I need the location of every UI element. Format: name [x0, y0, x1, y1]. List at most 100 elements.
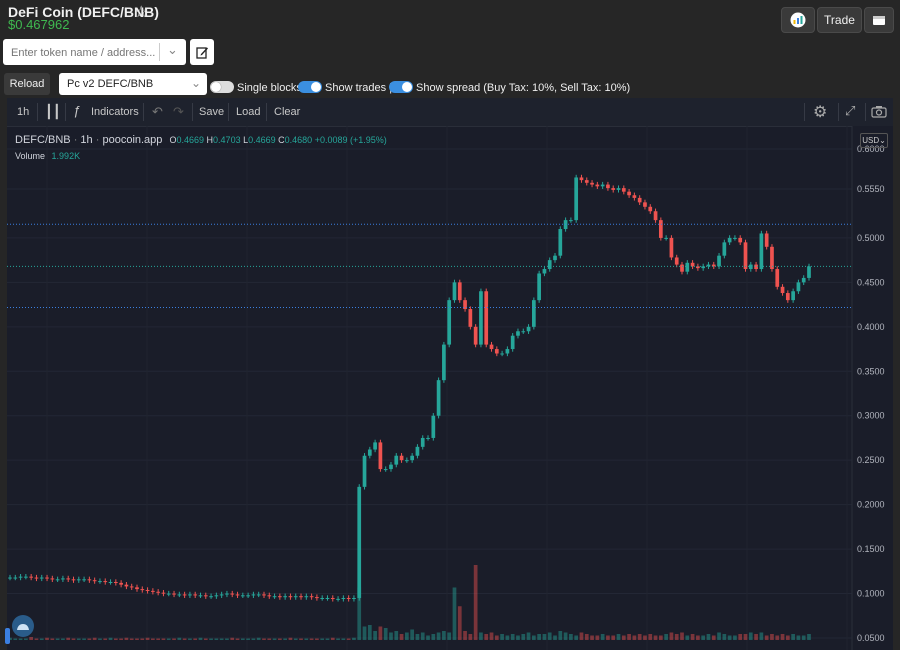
legend-source: poocoin.app [102, 134, 163, 146]
candle [807, 266, 811, 278]
legend-change: +0.0089 (+1.95%) [314, 135, 387, 145]
y-tick-label: 0.1000 [857, 589, 885, 599]
candle [627, 191, 631, 196]
volume-bar [240, 638, 245, 640]
token-search[interactable]: ⌄ [3, 39, 186, 65]
chart-toggle-button[interactable] [781, 7, 815, 33]
volume-bar [722, 634, 727, 640]
volume-bar [124, 637, 129, 640]
tradingview-logo-icon[interactable] [12, 615, 34, 637]
redo-icon[interactable]: ↷ [173, 104, 184, 119]
interval-button[interactable]: 1h [17, 106, 30, 118]
volume-bar [203, 638, 208, 640]
volume-bar [685, 635, 690, 640]
candle [653, 211, 658, 221]
volume-bar [764, 635, 769, 640]
settings-gear-icon[interactable]: ⚙ [813, 104, 828, 121]
chart-toolbar: 1h ┃┃ ƒ Indicators ↶ ↷ Save Load Clear ⚙… [7, 98, 893, 127]
favorite-star-icon[interactable]: ☆ [134, 4, 149, 21]
candle [574, 177, 579, 221]
reload-button[interactable]: Reload [4, 73, 50, 95]
volume-bar [336, 638, 340, 640]
candle [727, 237, 732, 243]
candle [537, 273, 541, 301]
volume-bar [738, 634, 743, 640]
candle [569, 220, 573, 222]
save-button[interactable]: Save [199, 106, 225, 118]
volume-bar [71, 638, 76, 640]
camera-icon[interactable] [871, 105, 887, 118]
volume-bar [775, 635, 780, 640]
candle-type-icon[interactable]: ┃┃ [45, 104, 61, 119]
clear-button[interactable]: Clear [274, 106, 301, 118]
candle [664, 237, 668, 239]
candle [579, 177, 584, 181]
toggle-show-trades[interactable] [298, 81, 322, 93]
candle [383, 469, 388, 471]
volume-bar [18, 638, 23, 640]
chevron-down-icon[interactable]: ⌄ [167, 42, 178, 57]
legend-symbol: DEFC/BNB [15, 134, 71, 146]
volume-bar [743, 634, 748, 640]
volume-bar [278, 638, 282, 640]
toggle-show-trades-label: Show trades | [325, 82, 393, 94]
y-tick-label: 0.3500 [857, 366, 885, 376]
y-tick-label: 0.2000 [857, 500, 885, 510]
volume-bar [209, 638, 213, 640]
toolbar-divider [192, 103, 193, 121]
candle [696, 266, 700, 269]
toolbar-divider [143, 103, 144, 121]
volume-bar [166, 638, 171, 640]
indicators-button[interactable]: Indicators [91, 106, 139, 118]
candle [542, 269, 547, 274]
volume-bar [39, 638, 44, 640]
toolbar-divider [65, 103, 66, 121]
volume-bar [330, 637, 335, 640]
candle [315, 597, 319, 599]
volume-bar [219, 638, 224, 640]
load-button[interactable]: Load [236, 106, 261, 118]
indicators-icon[interactable]: ƒ [73, 103, 81, 118]
candle [378, 442, 383, 470]
volume-bar [420, 632, 425, 640]
volume-bar [246, 638, 250, 640]
candle [193, 594, 198, 596]
candle [553, 255, 557, 261]
candle [151, 590, 155, 592]
scroll-handle[interactable] [5, 628, 10, 644]
candlestick-plot[interactable]: 0.51540.46800.4217 0.60000.55500.50000.4… [7, 126, 893, 650]
pair-select[interactable]: Pc v2 DEFC/BNB ⌄ [59, 73, 207, 95]
candle [113, 581, 118, 583]
grid-lines [7, 126, 852, 650]
wallet-button[interactable] [864, 7, 894, 33]
token-title: DeFi Coin (DEFC/BNB) [8, 4, 159, 20]
volume-bar [711, 635, 716, 640]
fullscreen-icon[interactable]: ⤢ [845, 103, 856, 118]
volume-bar [182, 638, 187, 640]
candle [124, 584, 129, 587]
legend-close: 0.4680 [284, 135, 313, 145]
volume-bar [309, 638, 314, 640]
toggle-show-spread[interactable] [389, 81, 413, 93]
candle [108, 581, 113, 583]
volume-bar [267, 638, 272, 640]
legend-open: 0.4669 [176, 135, 205, 145]
candle [182, 594, 187, 596]
trade-button[interactable]: Trade [817, 7, 862, 33]
price-chart[interactable]: 1h ┃┃ ƒ Indicators ↶ ↷ Save Load Clear ⚙… [5, 98, 893, 650]
candle [235, 594, 240, 596]
token-search-input[interactable] [9, 43, 158, 63]
toggle-single-blocks[interactable] [210, 81, 234, 93]
volume-bar [606, 635, 610, 640]
volume-bar [161, 638, 166, 640]
candle [415, 446, 420, 456]
undo-icon[interactable]: ↶ [152, 104, 163, 119]
y-tick-label: 0.4000 [857, 322, 885, 332]
token-price: $0.467962 [8, 17, 70, 32]
currency-select[interactable]: USD ⌄ [860, 133, 888, 148]
candle [637, 197, 642, 203]
volume-bar [748, 632, 753, 640]
volume-bar [76, 638, 81, 640]
edit-button[interactable] [190, 39, 214, 65]
candle [595, 184, 600, 187]
